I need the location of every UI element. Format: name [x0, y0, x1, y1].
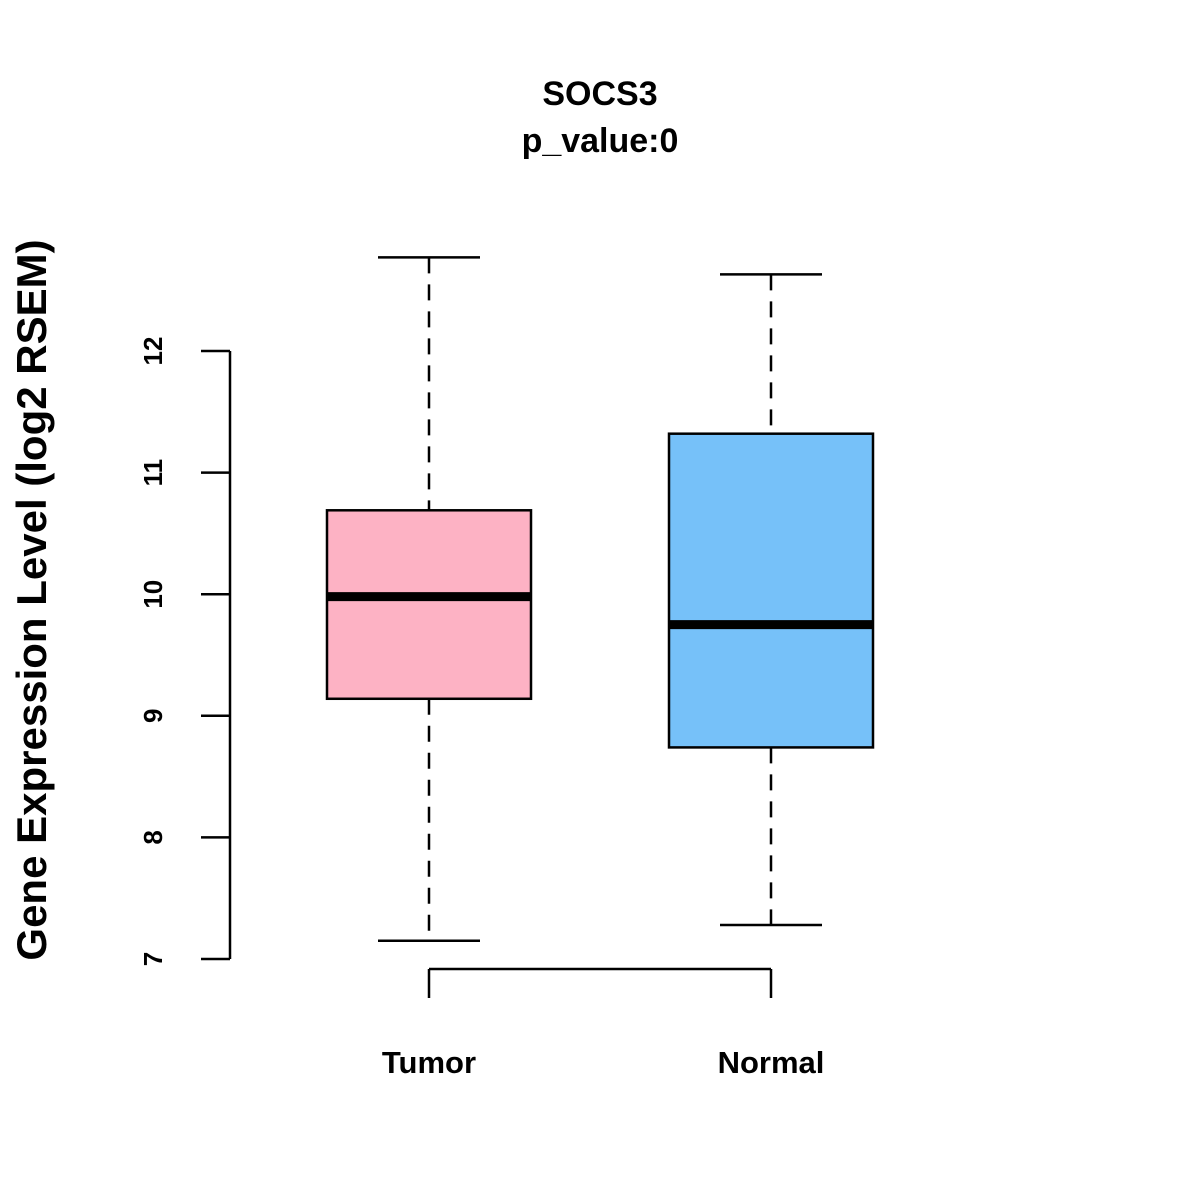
boxes — [325, 256, 875, 943]
y-tick-label: 7 — [138, 952, 168, 966]
x-tick-label: Tumor — [382, 1045, 476, 1080]
iqr-box — [325, 509, 533, 701]
y-axis-label: Gene Expression Level (log2 RSEM) — [8, 239, 55, 960]
y-tick-label: 9 — [138, 709, 168, 723]
y-tick-label: 8 — [138, 830, 168, 844]
y-tick-label: 10 — [138, 580, 168, 609]
box-tumor — [325, 256, 533, 943]
x-axis: Tumor Normal — [382, 967, 825, 1080]
box-normal — [667, 273, 875, 927]
iqr-box — [667, 432, 875, 749]
y-tick-label: 11 — [138, 459, 168, 487]
chart-title: SOCS3 — [542, 75, 657, 113]
y-tick-label: 12 — [138, 337, 168, 366]
x-tick-label: Normal — [718, 1045, 825, 1080]
chart-subtitle: p_value:0 — [522, 122, 679, 160]
y-axis: 7 8 9 10 11 12 — [138, 337, 232, 966]
